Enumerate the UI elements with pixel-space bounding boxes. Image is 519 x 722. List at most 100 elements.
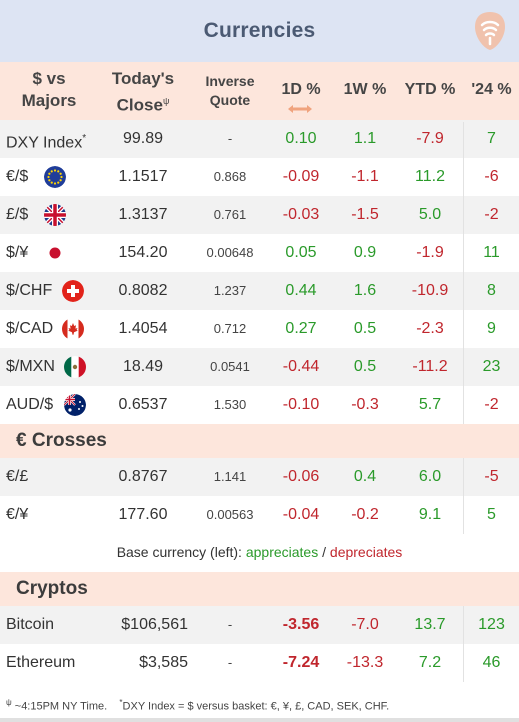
change-2024: 8 (487, 282, 496, 299)
table-row[interactable]: Bitcoin $106,561 - -3.56 -7.0 13.7 123 (0, 606, 519, 644)
table-row[interactable]: $/CHF 0.8082 1.237 0.44 1.6 -10.9 8 (0, 272, 519, 310)
column-divider (463, 122, 464, 424)
pair-name: $/CHF (6, 272, 52, 310)
header-pair: $ vs Majors (21, 69, 77, 110)
table-row[interactable]: $/¥ 154.20 0.00648 0.05 0.9 -1.9 11 (0, 234, 519, 272)
pair-name: DXY Index* (6, 120, 86, 158)
mexico-flag-icon (64, 356, 86, 378)
table-row[interactable]: €/£ 0.8767 1.141 -0.06 0.4 6.0 -5 (0, 458, 519, 496)
close-value: 0.8082 (118, 282, 168, 299)
pair-label: $/¥ (6, 244, 29, 261)
change-1d: 0.05 (285, 244, 317, 261)
pair-name: Bitcoin (6, 606, 54, 644)
change-2024: -2 (484, 206, 499, 223)
page-title: Currencies (203, 19, 316, 42)
change-1w: -1.1 (351, 168, 379, 185)
change-2024: 7 (487, 130, 496, 147)
change-ytd: 11.2 (415, 168, 445, 185)
change-2024: -5 (484, 468, 499, 485)
change-1d: -7.24 (282, 654, 320, 671)
close-value: 99.89 (122, 130, 164, 147)
change-ytd: 7.2 (418, 654, 442, 671)
change-1w: -0.2 (351, 506, 379, 523)
change-ytd: 5.0 (418, 206, 442, 223)
change-ytd: -11.2 (412, 358, 448, 375)
change-2024: -6 (484, 168, 499, 185)
table-row[interactable]: DXY Index* 99.89 - 0.10 1.1 -7.9 7 (0, 120, 519, 158)
pair-name: AUD/$ (6, 386, 53, 424)
title-bar: Currencies (0, 0, 519, 62)
column-divider (463, 606, 464, 682)
change-1d: -3.56 (282, 616, 320, 633)
double-arrow-icon[interactable] (287, 104, 313, 114)
pair-label: £/$ (6, 206, 29, 223)
inverse-quote: - (227, 617, 233, 632)
table-row[interactable]: £/$ 1.3137 0.761 -0.03 -1.5 5.0 -2 (0, 196, 519, 234)
change-1w: 0.5 (353, 358, 377, 375)
section-cryptos: Cryptos (0, 572, 519, 606)
pair-label: $/MXN (6, 358, 55, 375)
section-crosses: € Crosses (0, 424, 519, 458)
footnote: ψ ~4:15PM NY Time. *DXY Index = $ versus… (6, 698, 390, 713)
pair-name: $/MXN (6, 348, 55, 386)
close-value: $3,585 (139, 654, 188, 671)
table-row[interactable]: Ethereum $3,585 - -7.24 -13.3 7.2 46 (0, 644, 519, 682)
table-row[interactable]: €/$ 1.1517 0.868 -0.09 -1.1 11.2 -6 (0, 158, 519, 196)
change-2024: 123 (478, 616, 505, 633)
change-1d: -0.03 (282, 206, 320, 223)
logo-icon (475, 12, 505, 50)
table-row[interactable]: €/¥ 177.60 0.00563 -0.04 -0.2 9.1 5 (0, 496, 519, 534)
table-row[interactable]: $/CAD 1.4054 0.712 0.27 0.5 -2.3 9 (0, 310, 519, 348)
header-close: Today's Closeψ (111, 69, 175, 115)
inverse-quote: 0.00563 (206, 507, 254, 522)
change-1d: -0.09 (282, 168, 320, 185)
header-2024[interactable]: '24 % (471, 81, 512, 98)
inverse-quote: 1.141 (213, 469, 247, 484)
close-value: $106,561 (121, 616, 188, 633)
change-ytd: -10.9 (411, 282, 449, 299)
inverse-quote: - (227, 131, 233, 146)
inverse-quote: 0.868 (213, 169, 247, 184)
close-value: 18.49 (122, 358, 164, 375)
change-ytd: 13.7 (414, 616, 446, 633)
change-1w: -0.3 (351, 396, 379, 413)
close-value: 1.4054 (118, 320, 168, 337)
change-ytd: -7.9 (416, 130, 444, 147)
color-legend: Base currency (left): appreciates / depr… (116, 544, 403, 560)
pair-name: €/£ (6, 458, 28, 496)
change-1d: -0.06 (282, 468, 320, 485)
change-2024: 46 (482, 654, 501, 671)
header-1d[interactable]: 1D % (281, 81, 321, 98)
change-1d: 0.10 (285, 130, 317, 147)
change-1d: -0.04 (282, 506, 320, 523)
pair-label: €/¥ (6, 506, 29, 523)
change-1d: 0.44 (285, 282, 317, 299)
pair-name: £/$ (6, 196, 28, 234)
close-value: 0.8767 (118, 468, 168, 485)
pair-name: Ethereum (6, 644, 75, 682)
bottom-border (0, 718, 519, 722)
change-2024: 23 (482, 358, 501, 375)
header-ytd[interactable]: YTD % (404, 81, 456, 98)
table-row[interactable]: $/MXN 18.49 0.0541 -0.44 0.5 -11.2 23 (0, 348, 519, 386)
header-inverse: Inverse Quote (205, 73, 255, 108)
change-1w: 0.5 (353, 320, 377, 337)
inverse-quote: 0.761 (213, 207, 247, 222)
close-value: 177.60 (118, 506, 168, 523)
change-ytd: 5.7 (418, 396, 442, 413)
footnote-mark: * (82, 133, 87, 144)
swiss-flag-icon (62, 280, 84, 302)
inverse-quote: 0.712 (213, 321, 247, 336)
table-header: $ vs Majors Today's Closeψ Inverse Quote… (0, 62, 519, 122)
change-1w: -7.0 (351, 616, 379, 633)
pair-label: $/CHF (6, 282, 53, 299)
close-value: 154.20 (118, 244, 168, 261)
change-2024: 5 (487, 506, 496, 523)
change-1d: 0.27 (285, 320, 317, 337)
header-1w[interactable]: 1W % (343, 81, 387, 98)
change-2024: 11 (483, 244, 500, 261)
eu-flag-icon (44, 166, 66, 188)
close-value: 1.1517 (118, 168, 168, 185)
change-1d: -0.44 (282, 358, 320, 375)
table-row[interactable]: AUD/$ 0.6537 1.530 -0.10 -0.3 5.7 -2 (0, 386, 519, 424)
